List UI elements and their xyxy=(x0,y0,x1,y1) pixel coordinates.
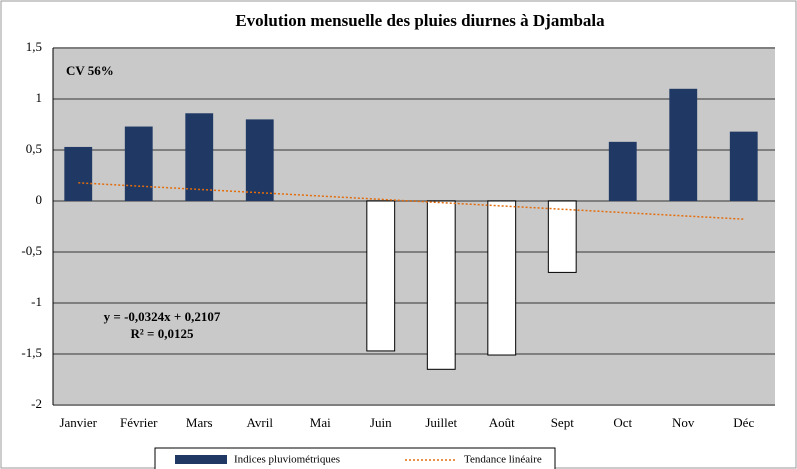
x-tick-label: Déc xyxy=(733,415,754,430)
x-tick-label: Juillet xyxy=(425,415,457,430)
y-tick-label: -1 xyxy=(31,294,42,309)
trend-line xyxy=(78,182,744,220)
bar xyxy=(185,113,214,201)
bar xyxy=(64,146,93,201)
x-tick-label: Mars xyxy=(186,415,213,430)
annotation: CV 56% xyxy=(66,63,114,78)
chart-title: Evolution mensuelle des pluies diurnes à… xyxy=(235,11,605,30)
bar xyxy=(426,200,456,370)
x-tick-label: Mai xyxy=(310,415,331,430)
legend-swatch xyxy=(175,455,227,464)
x-tick-label: Nov xyxy=(672,415,695,430)
plot-area xyxy=(53,48,775,405)
x-tick-label: Sept xyxy=(551,415,575,430)
annotation: y = -0,0324x + 0,2107 xyxy=(104,309,221,324)
x-tick-label: Juin xyxy=(370,415,392,430)
x-tick-label: Février xyxy=(120,415,158,430)
y-tick-label: 0,5 xyxy=(26,141,42,156)
bar xyxy=(669,88,698,201)
bar xyxy=(729,131,758,201)
bar xyxy=(124,126,153,201)
legend-label: Tendance linéaire xyxy=(464,454,542,466)
bar xyxy=(608,141,637,201)
bar xyxy=(487,200,517,356)
legend-label: Indices pluviométriques xyxy=(234,454,340,466)
y-tick-label: 1,5 xyxy=(26,39,42,54)
bar xyxy=(547,200,577,273)
x-tick-label: Oct xyxy=(613,415,632,430)
y-tick-label: -2 xyxy=(31,396,42,411)
bar xyxy=(245,119,274,201)
x-tick-label: Août xyxy=(489,415,515,430)
y-tick-label: 0 xyxy=(36,192,43,207)
y-tick-label: 1 xyxy=(36,90,43,105)
x-tick-label: Janvier xyxy=(59,415,97,430)
x-tick-label: Avril xyxy=(247,415,274,430)
bar xyxy=(366,200,396,352)
y-tick-label: -1,5 xyxy=(21,345,42,360)
annotation: R² = 0,0125 xyxy=(131,326,194,341)
y-tick-label: -0,5 xyxy=(21,243,42,258)
legend-box xyxy=(154,447,556,469)
